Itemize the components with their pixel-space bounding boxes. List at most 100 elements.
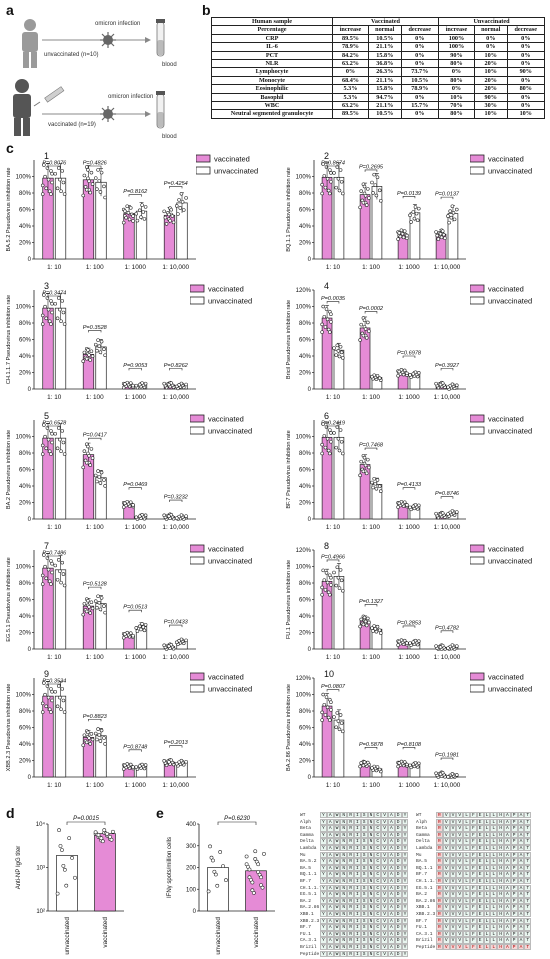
person-icon [22, 19, 38, 68]
data-point [336, 719, 341, 723]
alignment-row: XBB.1 R V V V L F E L L H A P A T [416, 904, 532, 911]
residue-cell: Y [320, 858, 327, 865]
data-point [455, 207, 459, 212]
residue-cell: Y [320, 924, 327, 931]
p-value-label: P=0.4133 [397, 482, 422, 488]
residue-cell: V [449, 838, 457, 845]
data-point [341, 729, 345, 734]
y-tick-label: 100% [16, 435, 32, 441]
table-row: Neutral segmented granulocyte 89.5% 10.5% 0… [211, 109, 546, 119]
residue-cell: D [394, 950, 402, 957]
table-cell: 20% [473, 59, 508, 69]
variant-name: BF.7 [416, 872, 428, 878]
data-point [53, 432, 58, 436]
data-point [329, 583, 333, 587]
data-point [361, 469, 366, 474]
significance-bracket [169, 624, 183, 628]
legend-label-vaccinated: vaccinated [208, 415, 244, 424]
residue-cell: A [326, 825, 334, 832]
y-tick-label: 120% [296, 676, 312, 682]
residue-cell: F [469, 878, 477, 885]
data-point [86, 598, 90, 603]
residue-cell: L [463, 845, 470, 852]
residue-cell: C [374, 845, 382, 852]
chart-5: 5 BA.2 Pseudovirus inhibition rate 0 20% 40%… [4, 410, 200, 543]
residue-cell: T [524, 924, 532, 931]
p-value-label: P=0.0417 [83, 433, 108, 439]
data-point [102, 347, 106, 351]
data-point [434, 381, 438, 386]
residue-cell: V [456, 858, 464, 865]
alignment-row: Lambda R V V V L F E L L H A P A T [416, 845, 532, 852]
data-point [60, 687, 65, 691]
residue-cell: R [347, 878, 354, 885]
y-tick-label: 0 [28, 775, 32, 781]
significance-bracket [169, 499, 183, 503]
data-point [324, 695, 329, 699]
alignment-row: BF.7 Y A W N R I S N C V A D Y [300, 924, 409, 931]
residue-cell: L [490, 930, 498, 938]
data-point [363, 327, 368, 331]
y-tick-label: 120% [296, 288, 312, 294]
data-point [364, 623, 369, 628]
p-value-label: P=0.3474 [42, 291, 66, 297]
residue-cell: N [340, 845, 348, 852]
significance-bracket [326, 689, 340, 692]
data-point [97, 475, 102, 479]
residue-cell: H [497, 911, 504, 918]
table-cell: 68.4% [332, 75, 369, 86]
residue-cell: V [442, 930, 450, 938]
data-point [206, 889, 211, 894]
data-point [450, 204, 455, 209]
residue-cell: E [476, 937, 484, 944]
data-point [43, 434, 47, 439]
y-tick-label: 80% [19, 451, 32, 457]
significance-bracket [364, 604, 378, 607]
data-point [88, 742, 93, 746]
residue-cell: V [449, 911, 457, 918]
data-point [50, 310, 54, 315]
residue-cell: Y [401, 924, 409, 931]
residue-cell: V [456, 871, 464, 878]
residue-cell: L [463, 930, 470, 938]
residue-cell: D [394, 831, 402, 839]
residue-cell: Y [401, 884, 409, 891]
data-point [339, 350, 344, 355]
data-point [102, 828, 107, 833]
chart-number: 10 [324, 669, 334, 679]
data-point [398, 234, 403, 239]
data-point [442, 232, 446, 237]
y-axis-label: BQ.1.1 Pseudovirus inhibition rate [286, 167, 292, 252]
data-point [59, 707, 63, 712]
residue-cell: T [524, 831, 532, 839]
data-point [50, 690, 54, 694]
x-tick-label: 1: 100 [86, 782, 104, 789]
residue-cell: V [442, 917, 450, 924]
data-point [90, 737, 95, 742]
data-point [61, 863, 66, 868]
residue-cell: R [436, 845, 443, 852]
residue-cell: V [442, 864, 450, 872]
residue-cell: S [360, 950, 368, 957]
residue-cell: A [503, 944, 511, 951]
y-tick-label: 0 [28, 647, 32, 653]
alignment-row: EG.5.1 Y A W N R I S N C V A D Y [300, 891, 409, 898]
chart-3: 3 CH.1.1.7 Pseudovirus inhibition rate 0 20… [4, 280, 200, 413]
table-cell: 15.8% [367, 84, 402, 94]
data-point [325, 437, 330, 441]
residue-cell: F [469, 871, 477, 878]
residue-cell: Y [320, 825, 327, 832]
residue-cell: F [469, 917, 477, 924]
data-point [322, 174, 327, 178]
data-point [362, 184, 367, 189]
residue-cell: A [387, 917, 395, 924]
data-point [379, 489, 383, 493]
residue-cell: W [333, 924, 341, 931]
data-point [335, 711, 340, 715]
data-point [436, 237, 441, 241]
chart-6: 6 BF.7 Pseudovirus inhibition rate 0 20% 40%… [284, 410, 470, 543]
data-point [399, 368, 404, 372]
residue-cell: W [333, 897, 341, 905]
residue-cell: Y [401, 944, 409, 951]
y-tick-label: 0 [308, 257, 312, 263]
